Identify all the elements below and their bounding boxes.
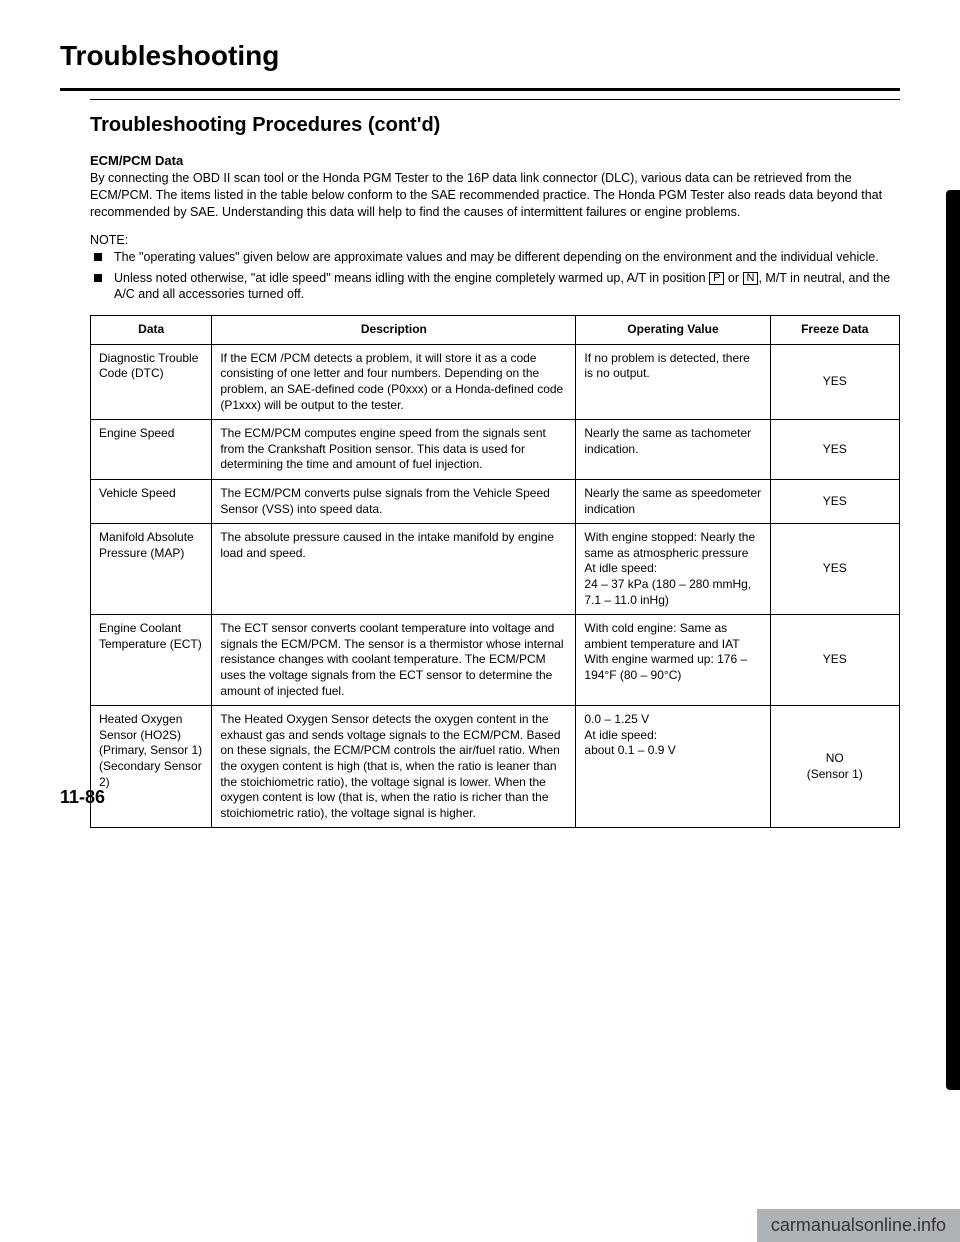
section-title: Troubleshooting Procedures (cont'd) xyxy=(90,114,900,137)
cell-fd: YES xyxy=(770,615,899,706)
cell-desc: The ECT sensor converts coolant temperat… xyxy=(212,615,576,706)
cell-op: With engine stopped: Nearly the same as … xyxy=(576,524,770,615)
note2-mid: or xyxy=(724,271,742,285)
cell-op: Nearly the same as speedometer indicatio… xyxy=(576,480,770,524)
note-list: The "operating values" given below are a… xyxy=(90,249,900,304)
note2-lead: Unless noted otherwise, "at idle speed" … xyxy=(114,271,709,285)
page-number: 11-86 xyxy=(60,787,105,808)
cell-fd: YES xyxy=(770,420,899,480)
rule-top xyxy=(60,88,900,91)
cell-op: Nearly the same as tachometer indication… xyxy=(576,420,770,480)
note-label: NOTE: xyxy=(90,233,900,247)
cell-data: Diagnostic Trouble Code (DTC) xyxy=(91,344,212,419)
watermark: carmanualsonline.info xyxy=(757,1209,960,1242)
page-title: Troubleshooting xyxy=(60,40,900,72)
intro-text: By connecting the OBD II scan tool or th… xyxy=(90,170,900,221)
cell-fd: YES xyxy=(770,480,899,524)
subhead: ECM/PCM Data xyxy=(90,153,900,168)
table-header-row: Data Description Operating Value Freeze … xyxy=(91,316,900,345)
cell-op: 0.0 – 1.25 V At idle speed: about 0.1 – … xyxy=(576,706,770,828)
cell-fd: YES xyxy=(770,524,899,615)
table-row: Heated Oxygen Sensor (HO2S) (Primary, Se… xyxy=(91,706,900,828)
cell-op: With cold engine: Same as ambient temper… xyxy=(576,615,770,706)
position-n-icon: N xyxy=(743,272,759,285)
cell-desc: The Heated Oxygen Sensor detects the oxy… xyxy=(212,706,576,828)
table-row: Engine SpeedThe ECM/PCM computes engine … xyxy=(91,420,900,480)
page-edge-shadow xyxy=(946,190,960,1090)
cell-op: If no problem is detected, there is no o… xyxy=(576,344,770,419)
cell-data: Engine Speed xyxy=(91,420,212,480)
th-fd: Freeze Data xyxy=(770,316,899,345)
table-row: Diagnostic Trouble Code (DTC)If the ECM … xyxy=(91,344,900,419)
cell-fd: NO (Sensor 1) xyxy=(770,706,899,828)
note-item: Unless noted otherwise, "at idle speed" … xyxy=(108,270,900,304)
position-p-icon: P xyxy=(709,272,724,285)
th-data: Data xyxy=(91,316,212,345)
cell-data: Heated Oxygen Sensor (HO2S) (Primary, Se… xyxy=(91,706,212,828)
th-desc: Description xyxy=(212,316,576,345)
cell-data: Vehicle Speed xyxy=(91,480,212,524)
table-row: Engine Coolant Temperature (ECT)The ECT … xyxy=(91,615,900,706)
cell-desc: The absolute pressure caused in the inta… xyxy=(212,524,576,615)
data-table: Data Description Operating Value Freeze … xyxy=(90,315,900,828)
cell-data: Engine Coolant Temperature (ECT) xyxy=(91,615,212,706)
cell-desc: If the ECM /PCM detects a problem, it wi… xyxy=(212,344,576,419)
cell-desc: The ECM/PCM computes engine speed from t… xyxy=(212,420,576,480)
table-row: Manifold Absolute Pressure (MAP)The abso… xyxy=(91,524,900,615)
table-row: Vehicle SpeedThe ECM/PCM converts pulse … xyxy=(91,480,900,524)
note-item: The "operating values" given below are a… xyxy=(108,249,900,266)
th-op: Operating Value xyxy=(576,316,770,345)
cell-desc: The ECM/PCM converts pulse signals from … xyxy=(212,480,576,524)
cell-fd: YES xyxy=(770,344,899,419)
cell-data: Manifold Absolute Pressure (MAP) xyxy=(91,524,212,615)
